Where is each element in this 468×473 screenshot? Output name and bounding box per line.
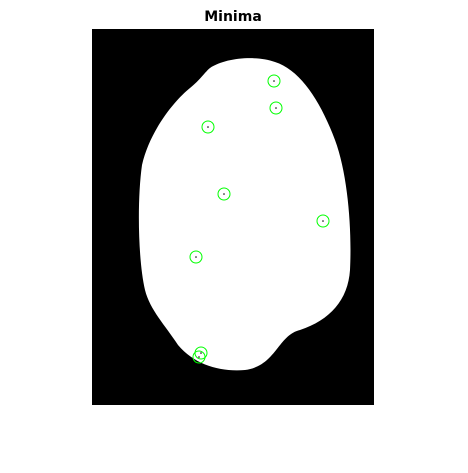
minimum-marker [189,250,203,264]
minimum-point [198,356,200,358]
minimum-point [207,126,209,128]
minimum-point [275,107,277,109]
region-blob [138,58,351,371]
minimum-marker [267,74,281,88]
minimum-marker [269,101,283,115]
minimum-point [195,256,197,258]
minimum-point [200,352,202,354]
minimum-marker [201,120,215,134]
minimum-point [223,193,225,195]
minimum-marker [316,214,330,228]
chart-title: Minima [204,9,262,25]
minima-markers [189,74,330,364]
minimum-marker [217,187,231,201]
minimum-marker [192,350,206,364]
minimum-point [273,80,275,82]
minimum-point [322,220,324,222]
